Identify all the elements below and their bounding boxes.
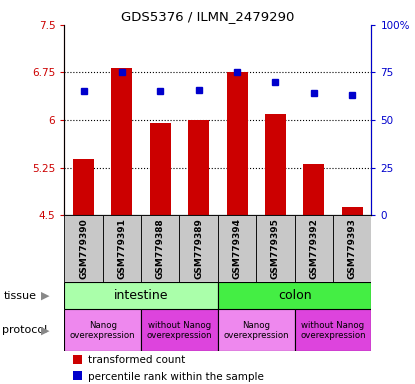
Bar <box>227 73 248 215</box>
Bar <box>333 215 371 282</box>
Text: GSM779392: GSM779392 <box>309 218 318 279</box>
Text: GSM779389: GSM779389 <box>194 218 203 279</box>
Bar <box>150 123 171 215</box>
Bar <box>111 68 132 215</box>
Text: GSM779395: GSM779395 <box>271 218 280 279</box>
Bar <box>188 120 209 215</box>
Text: intestine: intestine <box>114 289 168 302</box>
Text: ▶: ▶ <box>41 325 49 335</box>
Text: ▶: ▶ <box>41 291 49 301</box>
Bar <box>218 282 371 309</box>
Text: GSM779393: GSM779393 <box>348 218 357 279</box>
Bar <box>342 207 363 215</box>
Text: Nanog
overexpression: Nanog overexpression <box>70 321 136 340</box>
Bar <box>73 159 94 215</box>
Text: GDS5376 / ILMN_2479290: GDS5376 / ILMN_2479290 <box>121 10 294 23</box>
Bar <box>103 215 141 282</box>
Bar <box>64 309 141 351</box>
Text: GSM779390: GSM779390 <box>79 218 88 279</box>
Text: Nanog
overexpression: Nanog overexpression <box>223 321 289 340</box>
Text: percentile rank within the sample: percentile rank within the sample <box>88 371 264 382</box>
Text: without Nanog
overexpression: without Nanog overexpression <box>300 321 366 340</box>
Bar <box>141 309 218 351</box>
Text: GSM779388: GSM779388 <box>156 218 165 279</box>
Bar <box>218 215 256 282</box>
Bar <box>303 164 325 215</box>
Text: protocol: protocol <box>2 325 47 335</box>
Bar <box>256 215 295 282</box>
Bar <box>295 309 371 351</box>
Text: transformed count: transformed count <box>88 355 185 366</box>
Text: tissue: tissue <box>4 291 37 301</box>
Bar <box>265 114 286 215</box>
Bar <box>218 309 295 351</box>
Bar <box>180 215 218 282</box>
Bar <box>141 215 180 282</box>
Text: GSM779391: GSM779391 <box>117 218 127 279</box>
Bar <box>64 282 218 309</box>
Bar <box>64 215 103 282</box>
Text: without Nanog
overexpression: without Nanog overexpression <box>146 321 212 340</box>
Text: GSM779394: GSM779394 <box>232 218 242 279</box>
Text: colon: colon <box>278 289 312 302</box>
Bar <box>295 215 333 282</box>
